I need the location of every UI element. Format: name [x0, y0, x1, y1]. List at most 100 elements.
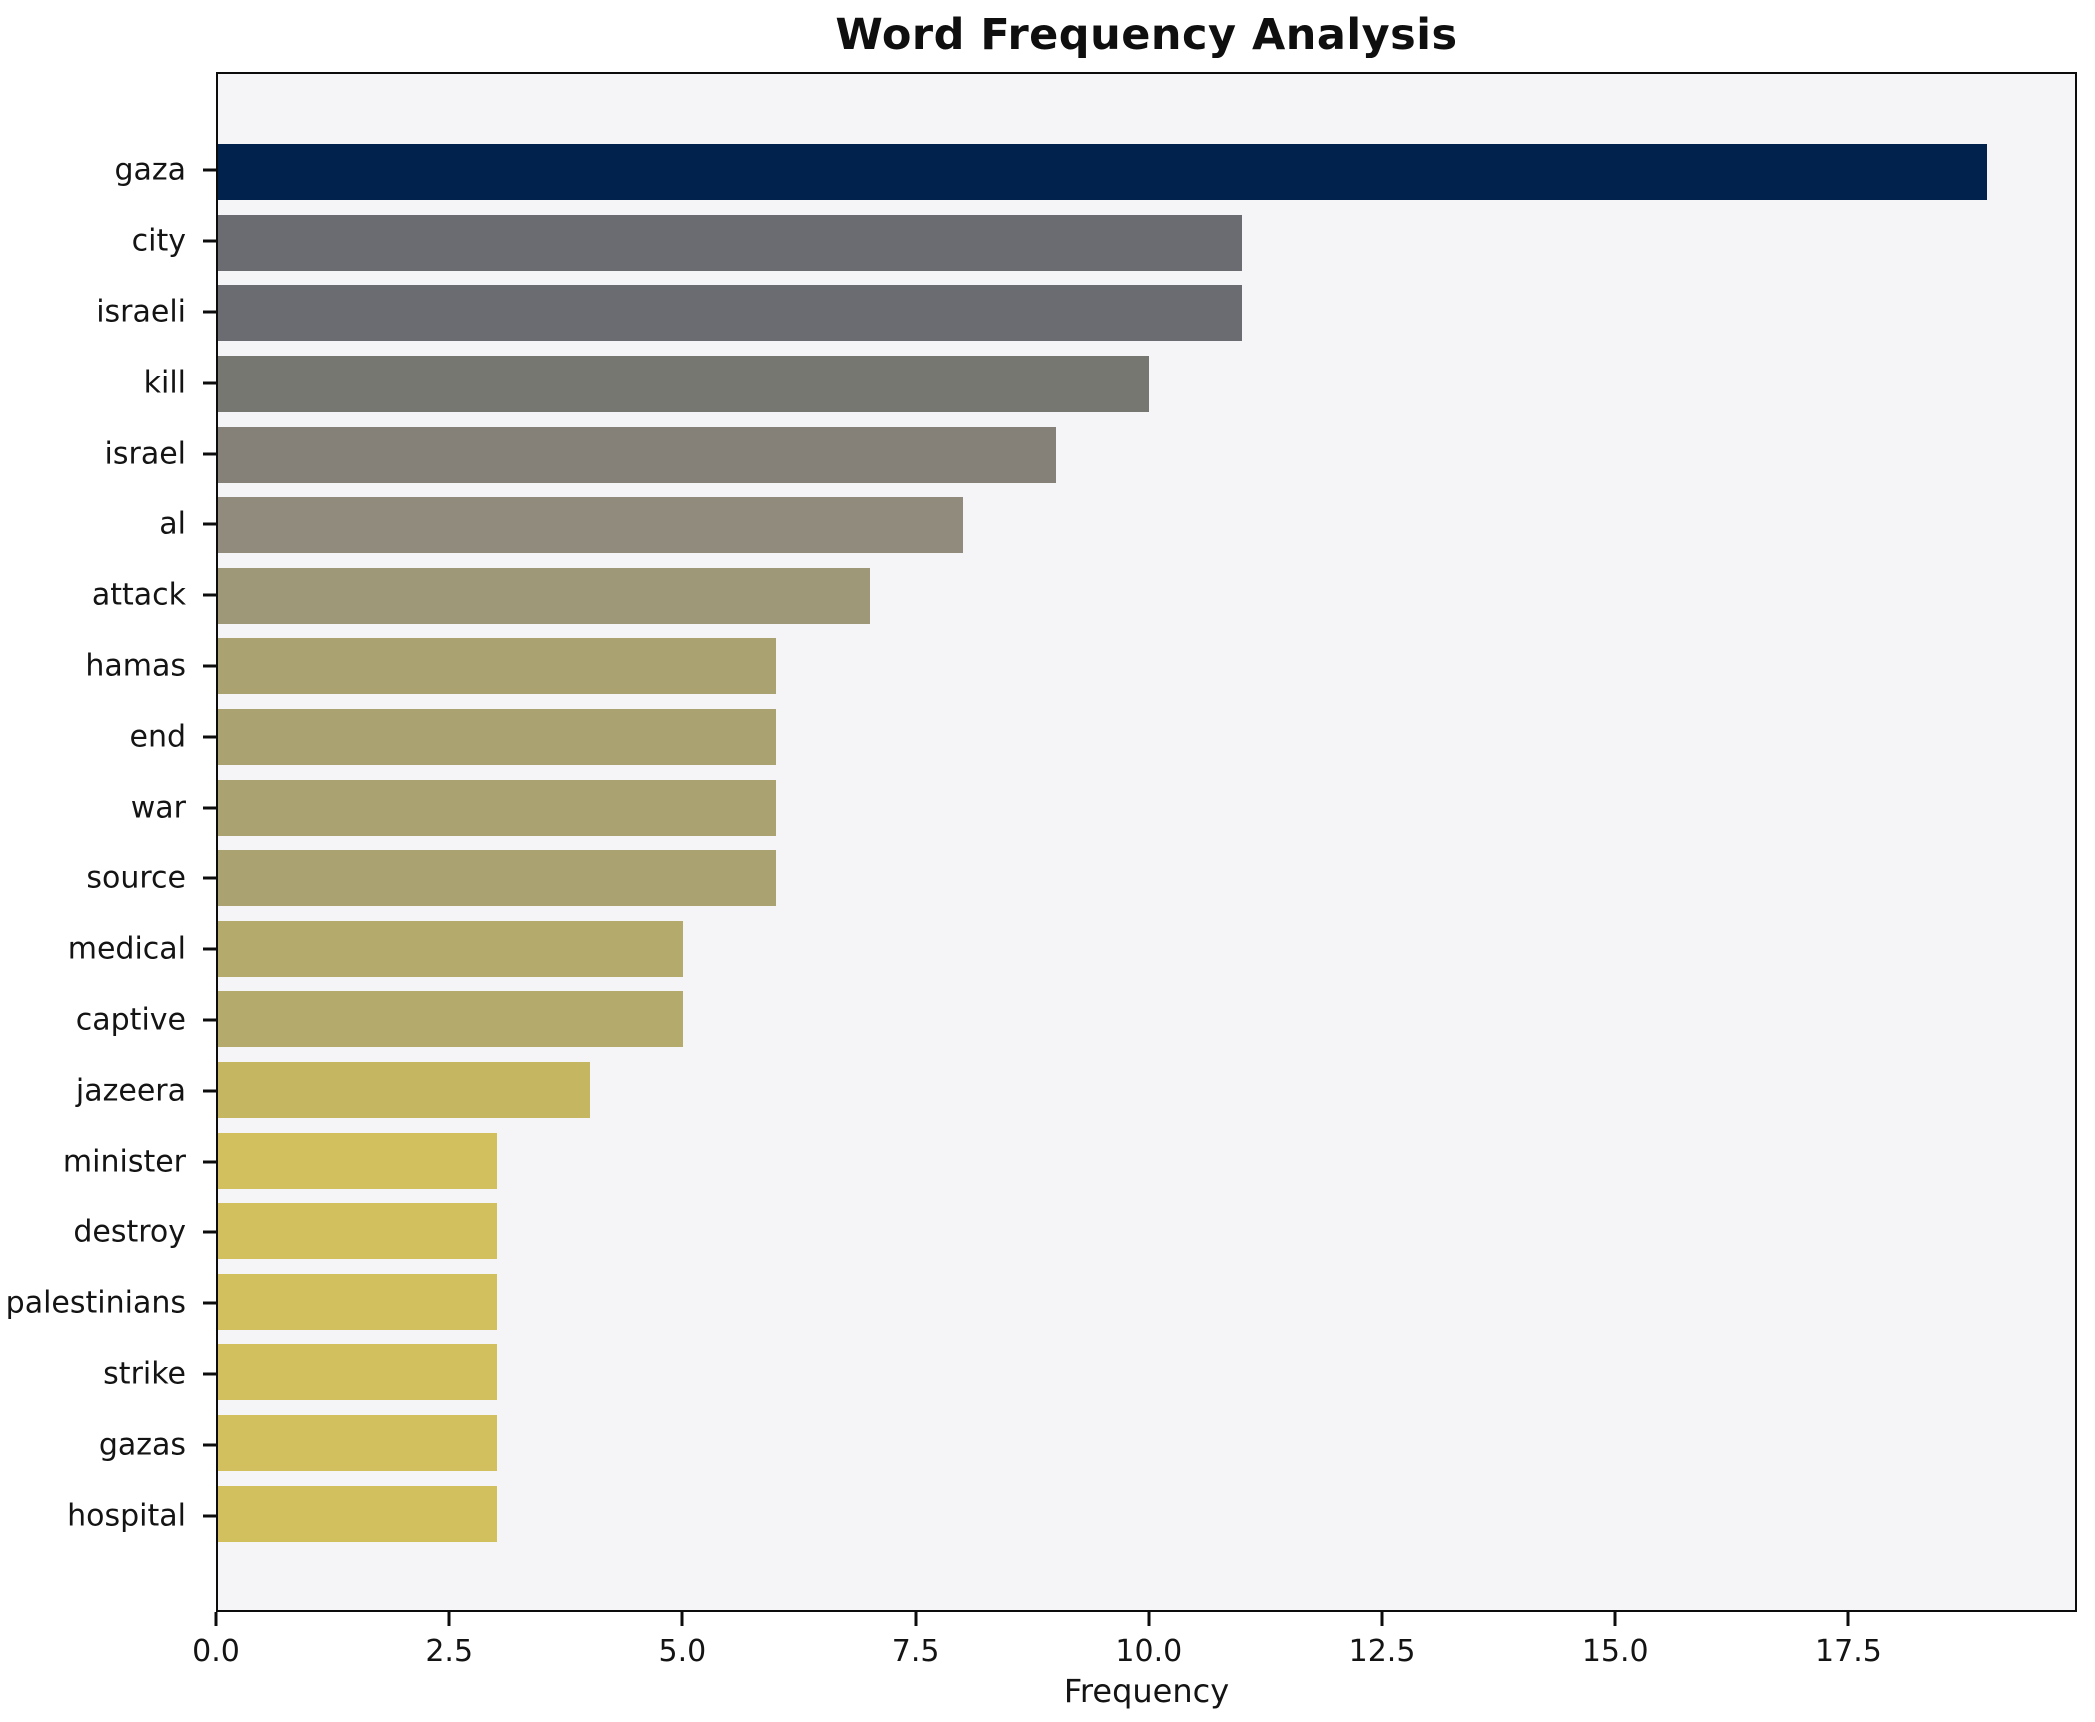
bar-minister [218, 1132, 498, 1189]
y-tick-mark [203, 239, 216, 243]
y-tick-label: hamas [85, 648, 186, 684]
y-tick-label: strike [103, 1356, 186, 1392]
bar-row [218, 914, 2075, 985]
y-tick-label: source [86, 860, 186, 896]
x-tick-label: 0.0 [192, 1634, 240, 1669]
x-tick-mark [1613, 1612, 1617, 1626]
x-tick-mark [214, 1612, 218, 1626]
y-tick-label: israeli [96, 294, 186, 330]
x-tick-label: 12.5 [1348, 1634, 1416, 1669]
x-tick-mark [680, 1612, 684, 1626]
x-axis: 0.0 2.5 5.0 7.5 10.0 12.5 15.0 17.5 [192, 1612, 2077, 1692]
bar-end [218, 709, 777, 766]
bar-row [218, 349, 2075, 420]
bar-al [218, 497, 963, 554]
bar-attack [218, 567, 870, 624]
bar-row [218, 278, 2075, 349]
x-tick-label: 7.5 [891, 1634, 940, 1669]
bar-row [218, 561, 2075, 632]
bar-gaza [218, 144, 1987, 201]
y-tick-label: gaza [114, 152, 186, 188]
bar-row [218, 137, 2075, 208]
y-tick-label: war [130, 790, 186, 826]
x-tick-label: 5.0 [658, 1634, 707, 1669]
y-tick-mark [203, 1089, 216, 1093]
bar-hamas [218, 638, 777, 695]
y-tick-mark [203, 1514, 216, 1518]
y-tick-mark [203, 876, 216, 880]
bar-hospital [218, 1485, 498, 1542]
bar-kill [218, 356, 1149, 413]
y-tick-mark [203, 1018, 216, 1022]
bar-row [218, 843, 2075, 914]
bar-row [218, 631, 2075, 702]
y-tick-label: jazeera [75, 1073, 186, 1109]
bar-row [218, 1125, 2075, 1196]
bar-strike [218, 1344, 498, 1401]
x-tick-label: 2.5 [425, 1634, 474, 1669]
bar-row [218, 419, 2075, 490]
y-tick-label: palestinians [5, 1285, 186, 1321]
bar-war [218, 779, 777, 836]
y-tick-label: attack [91, 577, 186, 613]
bar-row [218, 1055, 2075, 1126]
x-tick-label: 10.0 [1115, 1634, 1183, 1669]
bar-jazeera [218, 1062, 591, 1119]
x-tick-mark [447, 1612, 451, 1626]
bar-captive [218, 991, 684, 1048]
bar-gazas [218, 1414, 498, 1471]
bar-source [218, 850, 777, 907]
x-axis-label: Frequency [1063, 1672, 1230, 1710]
y-tick-mark [203, 1160, 216, 1164]
bar-row [218, 1267, 2075, 1338]
y-axis: gaza city israeli kill israel al attack hamas en… [0, 72, 216, 1612]
bar-city [218, 214, 1242, 271]
y-tick-label: israel [104, 436, 186, 472]
bar-medical [218, 920, 684, 977]
y-tick-label: end [129, 719, 186, 755]
y-tick-mark [203, 381, 216, 385]
bar-row [218, 1408, 2075, 1479]
bar-rows [218, 74, 2075, 1610]
bar-row [218, 490, 2075, 561]
bar-row [218, 1478, 2075, 1549]
y-tick-label: minister [62, 1144, 186, 1180]
x-tick-mark [1147, 1612, 1151, 1626]
y-tick-mark [203, 310, 216, 314]
y-tick-label: al [159, 506, 186, 542]
bar-israel [218, 426, 1056, 483]
bar-destroy [218, 1203, 498, 1260]
y-tick-label: captive [75, 1002, 186, 1038]
y-tick-mark [203, 664, 216, 668]
plot-area [216, 72, 2077, 1612]
bar-row [218, 702, 2075, 773]
x-tick-mark [1380, 1612, 1384, 1626]
bar-israeli [218, 285, 1242, 342]
x-tick-mark [914, 1612, 918, 1626]
y-tick-mark [203, 947, 216, 951]
bar-row [218, 1337, 2075, 1408]
bar-palestinians [218, 1273, 498, 1330]
y-tick-mark [203, 1443, 216, 1447]
y-tick-label: kill [143, 365, 186, 401]
y-tick-mark [203, 806, 216, 810]
bar-row [218, 772, 2075, 843]
chart-title: Word Frequency Analysis [835, 10, 1458, 60]
y-tick-mark [203, 1230, 216, 1234]
x-tick-mark [1846, 1612, 1850, 1626]
y-tick-mark [203, 1301, 216, 1305]
bar-row [218, 984, 2075, 1055]
y-tick-mark [203, 1372, 216, 1376]
x-tick-label: 17.5 [1815, 1634, 1882, 1669]
y-tick-label: hospital [67, 1498, 186, 1534]
y-tick-mark [203, 593, 216, 597]
bar-row [218, 208, 2075, 279]
y-tick-mark [203, 522, 216, 526]
y-tick-mark [203, 452, 216, 456]
y-tick-mark [203, 168, 216, 172]
y-tick-mark [203, 735, 216, 739]
y-tick-label: city [131, 223, 186, 259]
y-tick-label: gazas [98, 1427, 186, 1463]
y-tick-label: medical [67, 931, 186, 967]
